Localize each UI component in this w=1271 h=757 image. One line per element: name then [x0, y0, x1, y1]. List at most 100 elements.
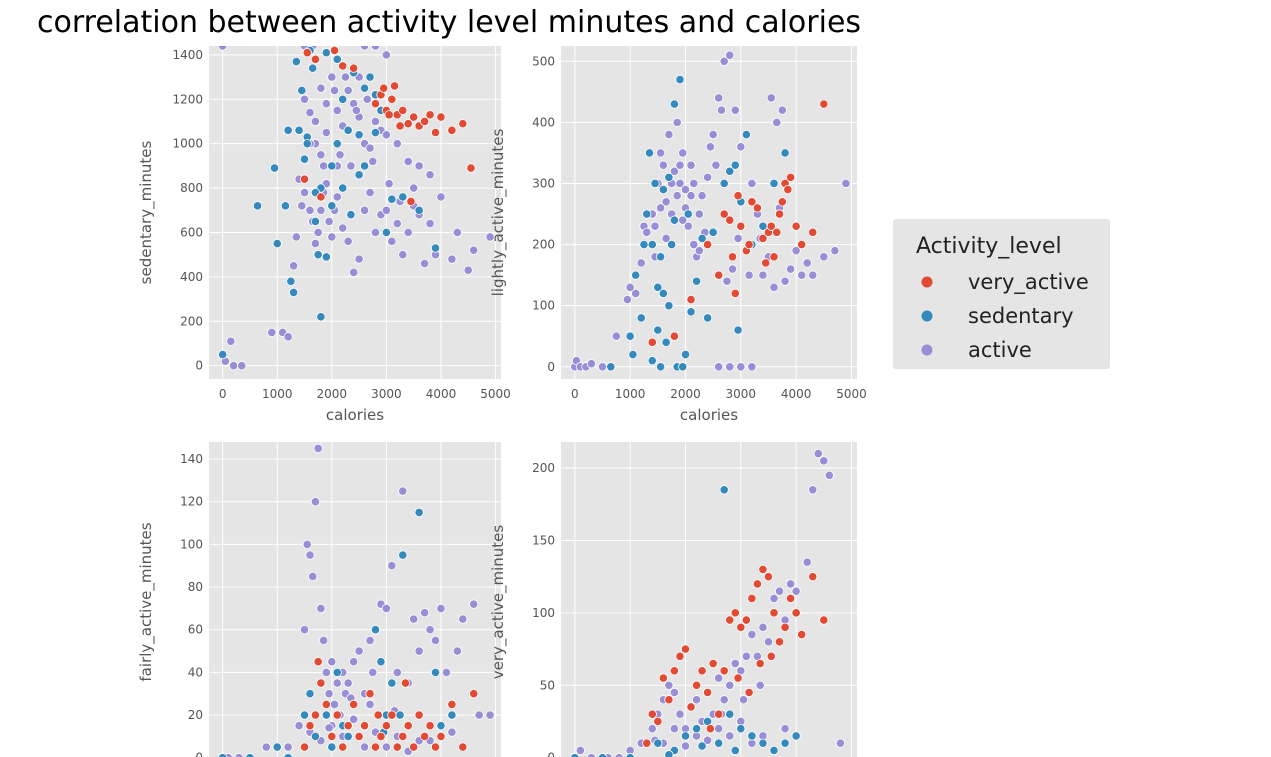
point-active — [678, 148, 688, 158]
y-tick-label: 1000 — [172, 137, 203, 151]
point-very-active — [370, 742, 381, 752]
point-active — [365, 143, 375, 153]
point-very-active — [719, 209, 729, 219]
point-active — [297, 201, 307, 211]
point-very-active — [714, 270, 724, 280]
point-active — [354, 646, 364, 656]
point-sedentary — [664, 301, 674, 311]
point-active — [425, 625, 435, 635]
point-active — [452, 227, 462, 238]
point-active — [381, 205, 391, 215]
point-active — [447, 727, 457, 737]
point-sedentary — [639, 239, 649, 250]
point-sedentary — [327, 742, 337, 752]
point-active — [409, 183, 419, 193]
point-active — [381, 742, 391, 752]
point-active — [267, 327, 277, 337]
point-very-active — [425, 110, 435, 120]
point-sedentary — [359, 83, 370, 93]
point-very-active — [387, 710, 397, 720]
point-sedentary — [714, 738, 724, 748]
point-sedentary — [436, 721, 446, 731]
point-sedentary — [647, 356, 657, 366]
point-sedentary — [294, 125, 304, 135]
point-very-active — [327, 731, 337, 742]
point-very-active — [343, 721, 353, 731]
point-active — [655, 148, 666, 158]
point-active — [365, 699, 375, 710]
point-active — [802, 258, 812, 268]
point-active — [327, 72, 337, 82]
point-sedentary — [730, 745, 740, 756]
point-active — [722, 276, 732, 286]
point-very-active — [458, 742, 468, 752]
point-very-active — [786, 593, 796, 603]
point-active — [294, 721, 304, 731]
point-very-active — [719, 666, 729, 676]
point-active — [335, 150, 345, 160]
point-very-active — [419, 116, 430, 127]
point-active — [387, 236, 397, 246]
point-active — [669, 724, 680, 734]
point-active — [675, 160, 685, 170]
point-sedentary — [597, 753, 608, 757]
point-active — [819, 252, 829, 262]
point-sedentary — [625, 753, 635, 757]
point-very-active — [774, 637, 785, 647]
point-active — [763, 637, 774, 647]
point-sedentary — [747, 731, 757, 741]
point-very-active — [419, 731, 430, 742]
point-very-active — [808, 572, 818, 582]
legend-label-sedentary: sedentary — [968, 304, 1074, 328]
point-very-active — [365, 689, 375, 699]
point-very-active — [403, 721, 413, 731]
point-active — [774, 586, 785, 596]
point-active — [747, 178, 757, 189]
point-very-active — [741, 615, 751, 625]
point-sedentary — [791, 731, 801, 741]
point-sedentary — [780, 148, 790, 158]
point-sedentary — [675, 75, 685, 85]
legend-title: Activity_level — [916, 234, 1062, 259]
point-active — [452, 646, 462, 656]
point-sedentary — [447, 710, 457, 720]
point-active — [354, 254, 364, 264]
point-sedentary — [719, 178, 729, 189]
point-very-active — [669, 331, 680, 341]
point-very-active — [425, 721, 435, 731]
point-sedentary — [376, 657, 386, 667]
point-active — [316, 83, 326, 93]
point-active — [359, 742, 370, 752]
point-sedentary — [650, 178, 660, 189]
point-active — [313, 443, 323, 453]
point-very-active — [466, 163, 476, 173]
point-very-active — [730, 288, 740, 299]
y-tick-label: 300 — [532, 176, 555, 190]
point-very-active — [705, 724, 715, 734]
point-very-active — [430, 127, 441, 138]
point-very-active — [769, 608, 779, 618]
x-tick-label: 0 — [571, 387, 579, 401]
y-axis-label: fairly_active_minutes — [137, 522, 156, 681]
point-sedentary — [332, 54, 342, 64]
point-active — [332, 192, 342, 202]
y-tick-label: 400 — [180, 270, 203, 284]
point-very-active — [691, 680, 702, 690]
y-tick-label: 200 — [532, 238, 555, 252]
point-very-active — [310, 54, 321, 64]
point-sedentary — [283, 753, 293, 757]
point-very-active — [653, 716, 663, 727]
point-sedentary — [218, 349, 228, 360]
point-active — [398, 486, 408, 496]
point-sedentary — [414, 507, 424, 518]
point-active — [310, 116, 321, 127]
point-active — [319, 635, 329, 646]
point-active — [586, 753, 596, 757]
point-active — [625, 282, 635, 292]
point-active — [650, 221, 660, 231]
y-tick-label: 400 — [532, 115, 555, 129]
point-active — [766, 93, 776, 103]
point-sedentary — [653, 325, 663, 335]
point-active — [485, 710, 495, 720]
